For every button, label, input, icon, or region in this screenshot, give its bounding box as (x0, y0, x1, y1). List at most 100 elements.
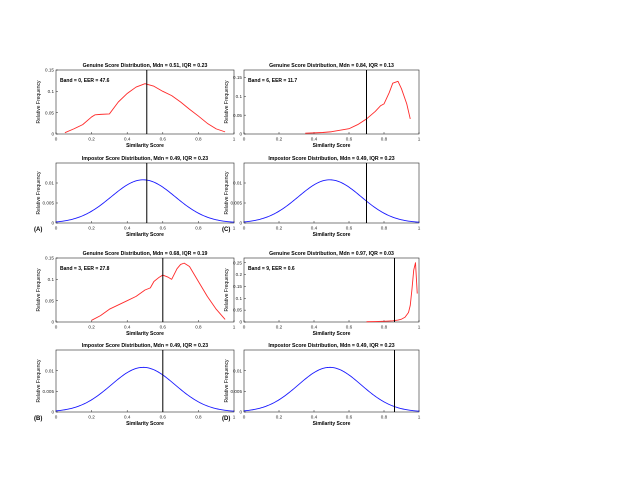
x-tick-label: 0.2 (88, 325, 95, 330)
subplot-a-impostor: Impostor Score Distribution, Mdn = 0.49,… (34, 156, 236, 238)
subplot-b-genuine: Genuine Score Distribution, Mdn = 0.68, … (36, 251, 236, 337)
subplot-a-genuine: Genuine Score Distribution, Mdn = 0.51, … (36, 63, 236, 149)
x-tick-label: 0.6 (346, 226, 353, 231)
y-tick-label: 0 (239, 221, 242, 226)
x-tick-label: 0.6 (160, 325, 167, 330)
x-tick-label: 1 (233, 415, 236, 420)
y-tick-label: 0.05 (45, 298, 54, 303)
subplot-title: Genuine Score Distribution, Mdn = 0.84, … (269, 63, 394, 69)
y-axis-label: Relative Frequency (224, 268, 230, 312)
x-tick-label: 0.8 (381, 226, 388, 231)
y-tick-label: 0.15 (45, 68, 54, 73)
y-axis-label: Relative Frequency (224, 80, 230, 124)
x-tick-label: 0.6 (346, 415, 353, 420)
x-axis-label: Similarity Score (313, 331, 351, 337)
y-tick-label: 0.15 (233, 75, 242, 80)
x-tick-label: 0.6 (346, 325, 353, 330)
x-tick-label: 0 (55, 137, 58, 142)
y-tick-label: 0.25 (233, 260, 242, 265)
subplot-title: Genuine Score Distribution, Mdn = 0.68, … (83, 251, 208, 257)
series-line (366, 262, 418, 323)
series-line (305, 80, 411, 134)
x-tick-label: 0 (243, 415, 246, 420)
series-line (55, 366, 235, 412)
axes-box (243, 162, 420, 224)
y-tick-label: 0.01 (233, 181, 242, 186)
subplot-c-impostor: Impostor Score Distribution, Mdn = 0.49,… (222, 156, 421, 238)
x-tick-label: 0.2 (88, 226, 95, 231)
x-tick-label: 0.4 (311, 226, 318, 231)
axes-box (243, 257, 420, 323)
x-tick-label: 1 (418, 137, 421, 142)
axes-box (243, 69, 420, 135)
x-tick-label: 0.2 (276, 226, 283, 231)
y-tick-label: 0.01 (45, 181, 54, 186)
x-tick-label: 0.6 (160, 137, 167, 142)
y-tick-label: 0 (239, 410, 242, 415)
axes-box (55, 162, 235, 224)
y-axis-label: Relative Frequency (224, 359, 230, 403)
y-tick-label: 0 (51, 410, 54, 415)
x-axis-label: Similarity Score (313, 143, 351, 149)
y-tick-label: 0 (51, 221, 54, 226)
x-tick-label: 0.8 (195, 137, 202, 142)
axes-box (55, 69, 235, 135)
y-tick-label: 0 (51, 320, 54, 325)
axes-box (55, 349, 235, 413)
y-tick-label: 0.1 (236, 94, 243, 99)
x-tick-label: 0 (243, 325, 246, 330)
x-tick-label: 0 (243, 226, 246, 231)
subplot-title: Impostor Score Distribution, Mdn = 0.49,… (82, 343, 208, 349)
y-tick-label: 0.005 (231, 201, 243, 206)
x-tick-label: 0.8 (195, 226, 202, 231)
band-eer-annotation: Band = 9, EER = 0.6 (248, 266, 295, 272)
y-tick-label: 0 (239, 320, 242, 325)
band-eer-annotation: Band = 6, EER = 11.7 (248, 78, 297, 84)
x-tick-label: 1 (418, 415, 421, 420)
x-tick-label: 0.4 (311, 137, 318, 142)
x-tick-label: 0.8 (381, 415, 388, 420)
y-tick-label: 0 (239, 132, 242, 137)
x-tick-label: 1 (418, 226, 421, 231)
x-axis-label: Similarity Score (126, 331, 164, 337)
y-axis-label: Relative Frequency (224, 171, 230, 215)
x-tick-label: 0 (55, 325, 58, 330)
y-tick-label: 0.01 (233, 368, 242, 373)
x-tick-label: 0.8 (381, 137, 388, 142)
x-tick-label: 1 (233, 325, 236, 330)
series-line (91, 262, 226, 321)
y-tick-label: 0.1 (48, 277, 55, 282)
x-axis-label: Similarity Score (126, 421, 164, 427)
x-tick-label: 0.8 (195, 415, 202, 420)
axes-box (243, 349, 420, 413)
y-tick-label: 0.05 (45, 110, 54, 115)
subplot-c-genuine: Genuine Score Distribution, Mdn = 0.84, … (224, 63, 421, 149)
x-tick-label: 0.6 (160, 415, 167, 420)
subplot-d-genuine: Genuine Score Distribution, Mdn = 0.97, … (224, 251, 421, 337)
x-axis-label: Similarity Score (126, 232, 164, 238)
y-axis-label: Relative Frequency (36, 268, 42, 312)
x-axis-label: Similarity Score (313, 232, 351, 238)
y-tick-label: 0.005 (231, 389, 243, 394)
y-tick-label: 0.1 (236, 296, 243, 301)
y-tick-label: 0.1 (48, 89, 55, 94)
series-line (243, 366, 420, 412)
panel-label: (A) (34, 227, 42, 233)
y-axis-label: Relative Frequency (36, 80, 42, 124)
x-tick-label: 0.2 (88, 415, 95, 420)
x-tick-label: 1 (233, 137, 236, 142)
axes-box (55, 257, 235, 323)
y-tick-label: 0 (51, 132, 54, 137)
y-tick-label: 0.05 (233, 113, 242, 118)
x-tick-label: 1 (233, 226, 236, 231)
y-tick-label: 0.15 (233, 284, 242, 289)
y-tick-label: 0.005 (43, 201, 55, 206)
x-tick-label: 0.6 (160, 226, 167, 231)
x-tick-label: 0 (243, 137, 246, 142)
x-tick-label: 0.2 (276, 137, 283, 142)
series-line (243, 179, 420, 223)
y-tick-label: 0.05 (233, 308, 242, 313)
y-tick-label: 0.01 (45, 368, 54, 373)
panel-label: (D) (222, 416, 230, 422)
y-tick-label: 0.005 (43, 389, 55, 394)
